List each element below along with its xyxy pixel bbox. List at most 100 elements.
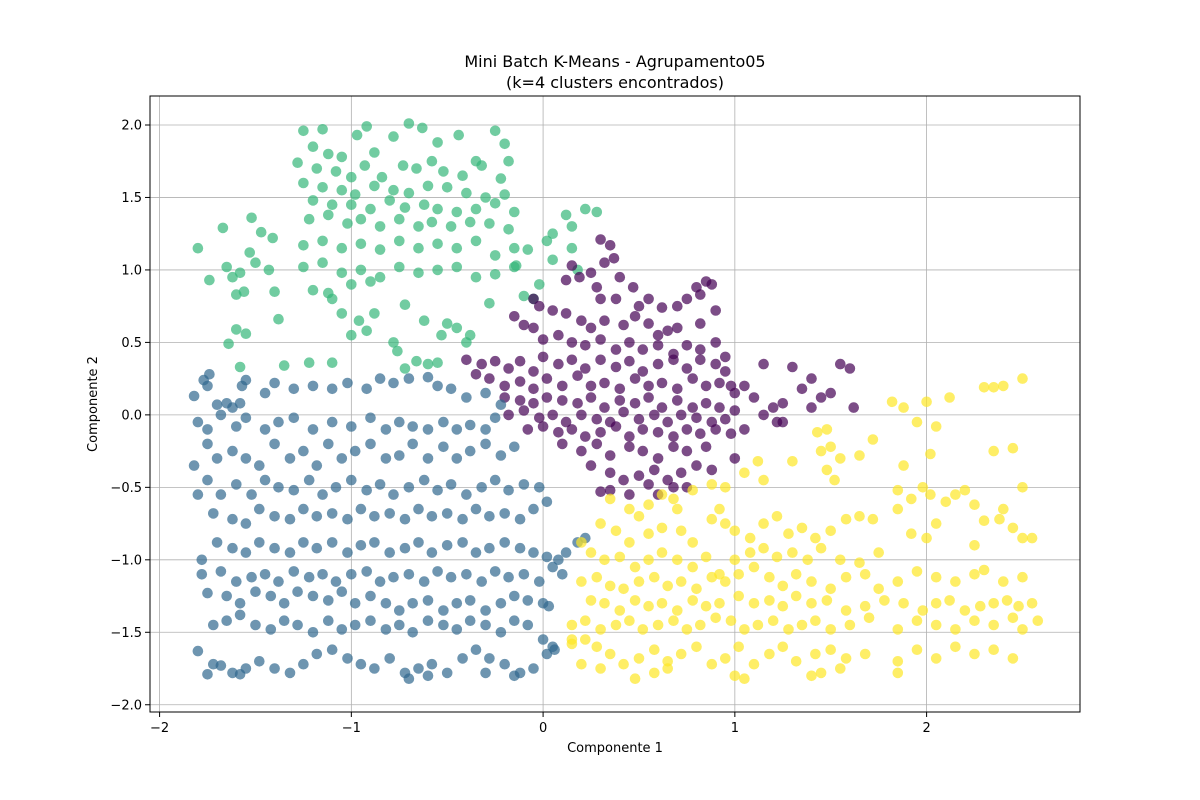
data-point <box>1032 615 1044 626</box>
data-point <box>959 484 971 496</box>
data-point <box>269 286 280 298</box>
data-point <box>585 322 597 334</box>
data-point <box>361 566 373 577</box>
data-point <box>1017 482 1028 493</box>
data-point <box>514 355 526 367</box>
data-point <box>988 598 999 609</box>
data-point <box>234 598 246 609</box>
data-point <box>246 212 257 224</box>
data-point <box>1026 532 1038 544</box>
data-point <box>326 416 338 428</box>
data-point <box>522 619 534 631</box>
data-point <box>825 387 836 399</box>
data-point <box>599 554 610 566</box>
data-point <box>441 318 453 329</box>
data-point <box>388 377 399 389</box>
data-point <box>691 460 702 471</box>
data-point <box>311 163 323 174</box>
data-point <box>227 445 238 457</box>
data-point <box>695 344 706 355</box>
data-point <box>534 576 545 587</box>
data-point <box>480 438 491 450</box>
x-tick-label: 2 <box>922 721 930 736</box>
data-point <box>461 354 472 366</box>
data-point <box>227 542 238 554</box>
data-point <box>672 503 683 515</box>
data-point <box>576 537 587 548</box>
data-point <box>700 551 712 563</box>
data-point <box>821 595 833 606</box>
data-point <box>441 508 453 519</box>
data-point <box>835 358 846 370</box>
data-point <box>298 261 309 273</box>
data-point <box>553 554 564 566</box>
y-tick-label: −1.0 <box>110 553 142 568</box>
data-point <box>384 653 396 664</box>
data-point <box>921 532 932 544</box>
data-point <box>681 293 693 305</box>
data-point <box>349 189 361 200</box>
data-point <box>518 405 530 416</box>
data-point <box>652 619 664 631</box>
data-point <box>374 479 386 490</box>
data-point <box>672 605 683 616</box>
plot-frame <box>149 95 1081 713</box>
data-point <box>978 382 990 393</box>
data-point <box>369 663 380 674</box>
data-point <box>317 182 328 193</box>
data-point <box>969 615 980 626</box>
data-point <box>739 673 750 684</box>
data-point <box>714 402 725 413</box>
data-point <box>691 412 702 424</box>
data-point <box>764 648 775 660</box>
data-point <box>840 653 852 664</box>
data-point <box>969 540 980 551</box>
data-point <box>576 576 587 587</box>
data-point <box>317 257 328 269</box>
data-point <box>604 450 616 461</box>
data-point <box>380 598 392 609</box>
data-point <box>240 328 252 340</box>
data-point <box>369 537 380 548</box>
data-point <box>461 392 472 403</box>
data-point <box>892 484 904 496</box>
data-point <box>591 413 603 425</box>
data-point <box>399 542 411 554</box>
data-point <box>407 627 419 638</box>
y-tick-label: 2.0 <box>121 118 142 133</box>
data-point <box>394 261 405 273</box>
data-point <box>729 670 741 682</box>
data-point <box>610 293 622 305</box>
data-point <box>998 576 1009 587</box>
data-point <box>892 503 904 515</box>
data-point <box>509 206 520 218</box>
data-point <box>975 600 986 612</box>
data-point <box>599 402 610 413</box>
data-point <box>528 322 539 334</box>
data-point <box>503 571 514 583</box>
data-point <box>317 489 328 500</box>
data-point <box>643 392 654 403</box>
data-point <box>480 667 491 679</box>
data-point <box>930 421 942 432</box>
data-point <box>407 421 419 432</box>
data-point <box>758 542 769 554</box>
data-point <box>591 641 603 653</box>
data-point <box>422 615 434 626</box>
data-point <box>649 409 660 421</box>
data-point <box>537 421 549 432</box>
data-point <box>604 580 616 592</box>
data-point <box>547 254 558 266</box>
data-point <box>355 213 367 225</box>
chart-subtitle: (k=4 clusters encontrados) <box>506 73 724 92</box>
data-point <box>911 416 923 428</box>
data-point <box>438 416 449 428</box>
data-point <box>566 221 578 232</box>
data-point <box>656 489 668 500</box>
cluster-2-points <box>188 369 591 684</box>
data-point <box>273 482 284 493</box>
data-point <box>681 624 693 635</box>
data-point <box>560 308 572 319</box>
data-point <box>892 667 904 679</box>
data-point <box>911 615 923 626</box>
